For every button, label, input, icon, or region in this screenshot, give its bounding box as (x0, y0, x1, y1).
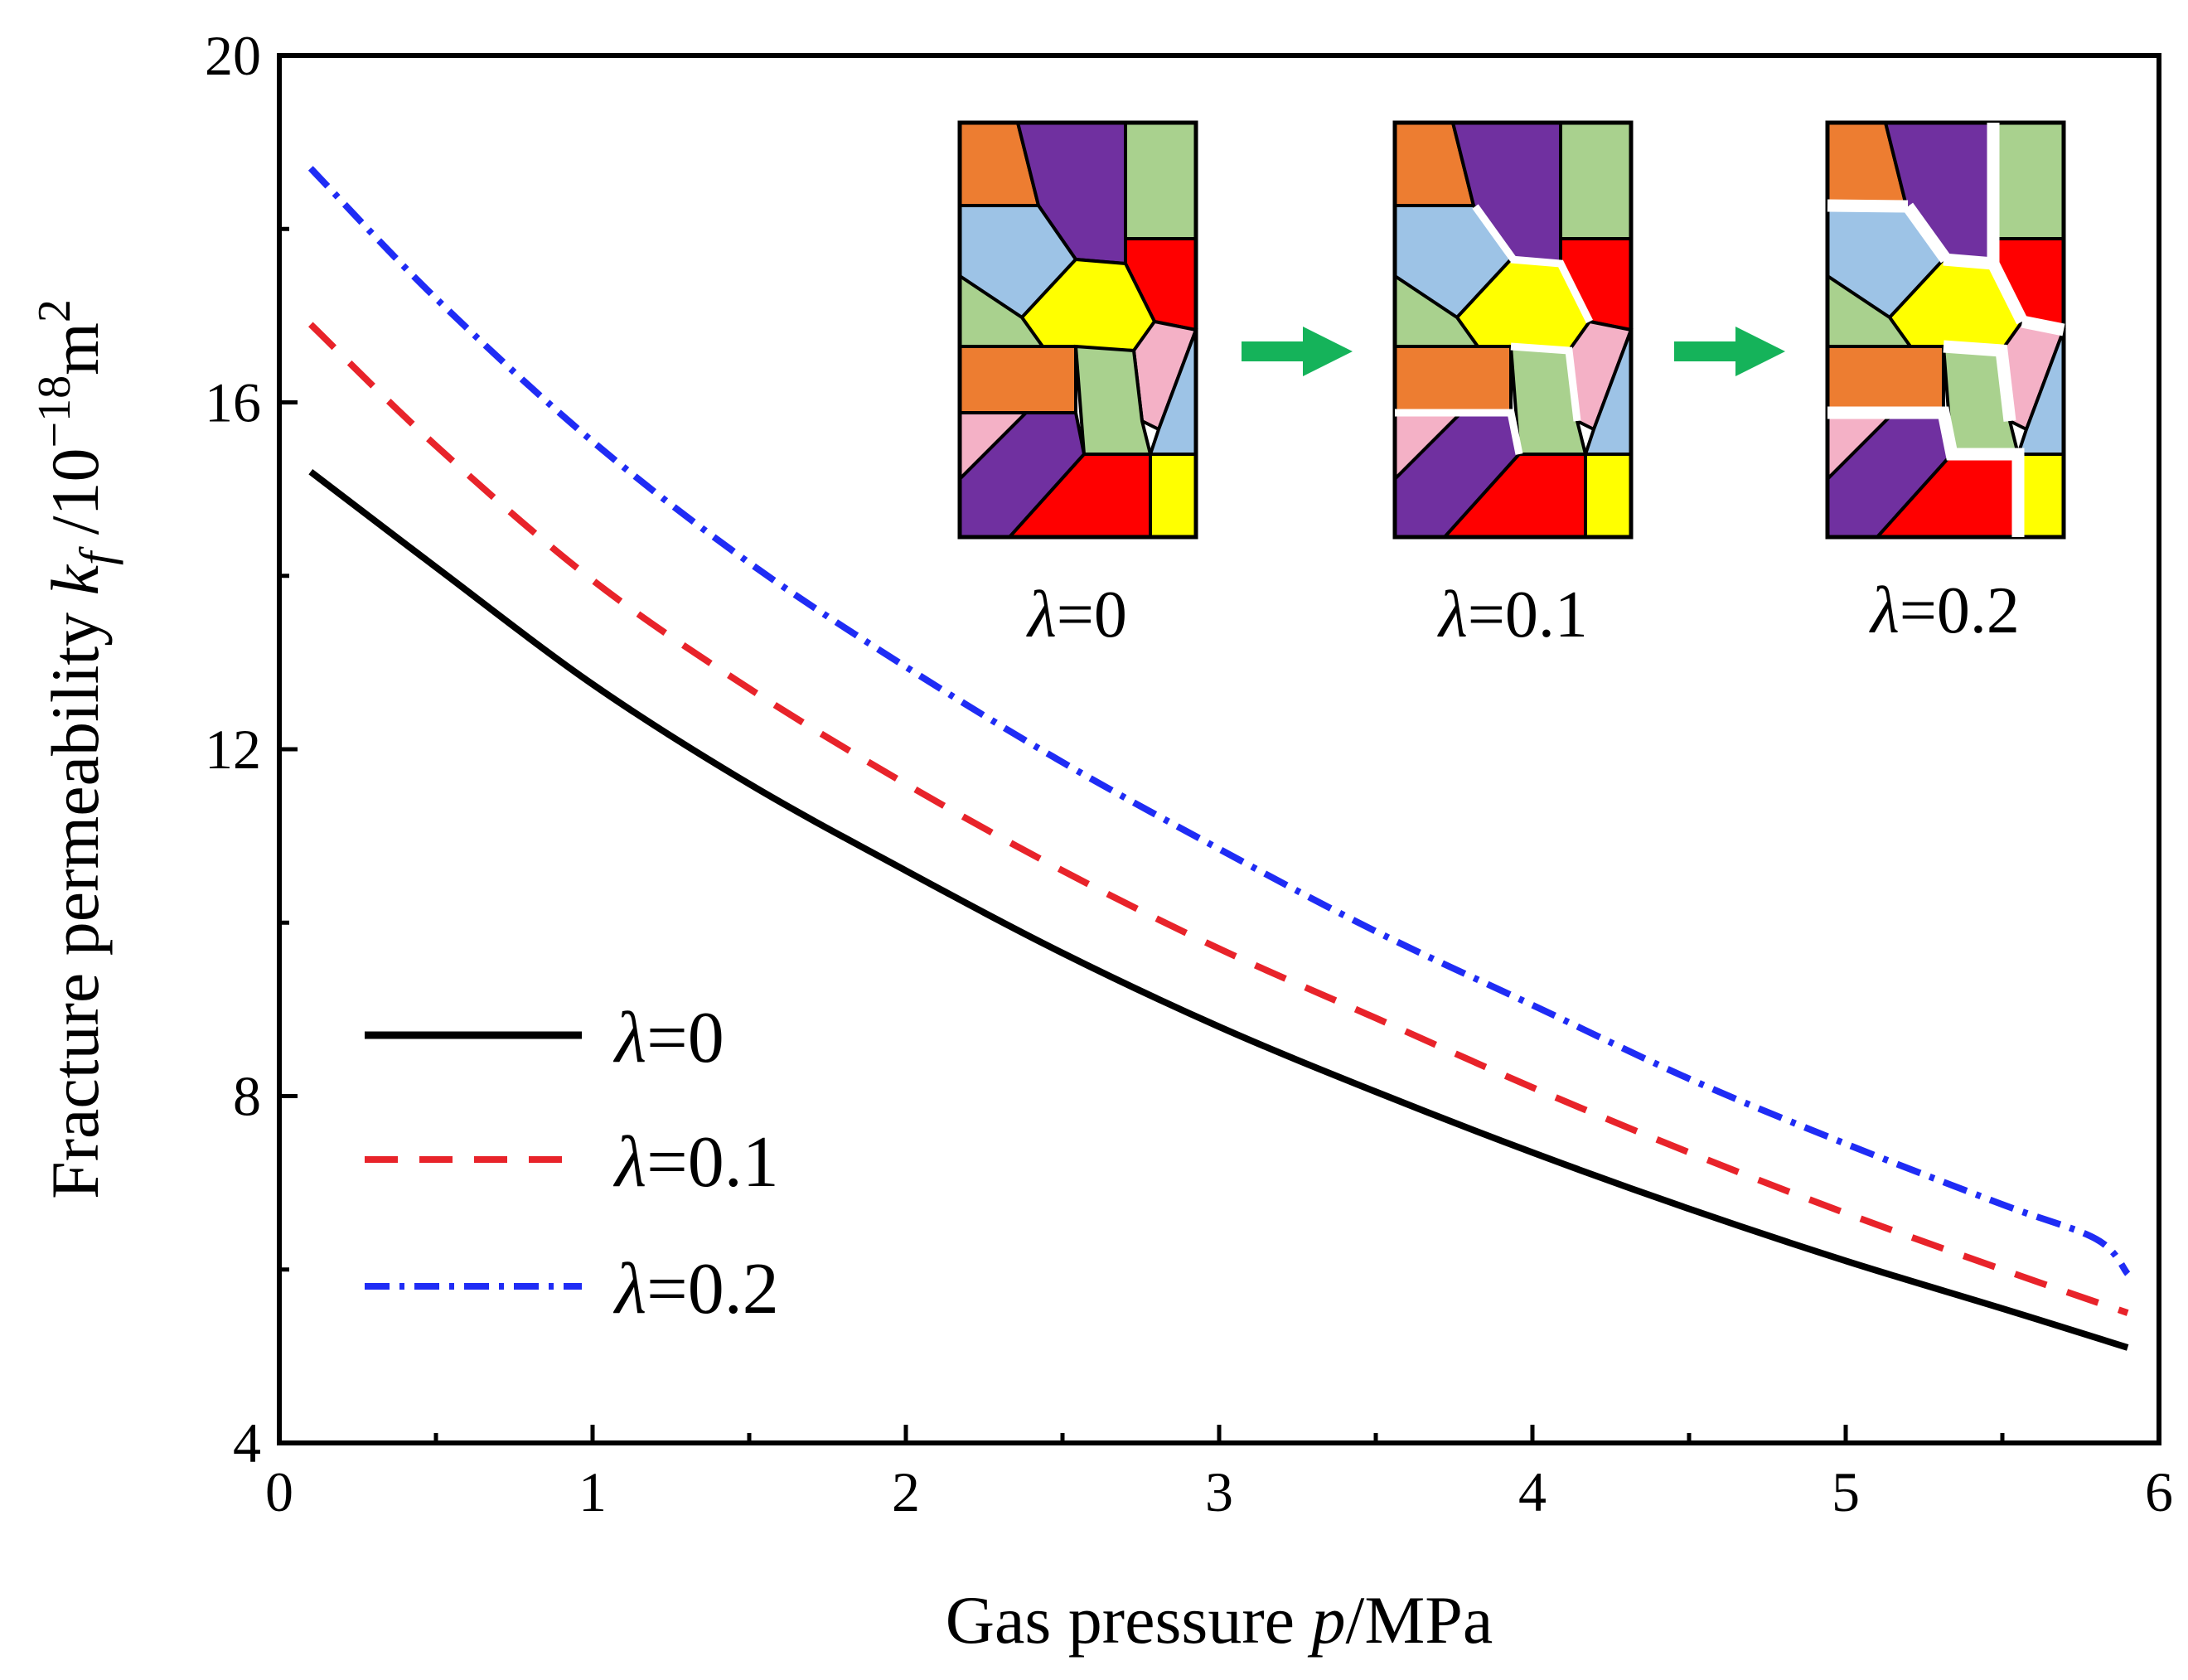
x-tick-label: 0 (265, 1460, 293, 1523)
inset-arrow-2 (1674, 327, 1785, 376)
inset-label-lambda0: λ=0 (1026, 579, 1127, 651)
legend-label-lambda0: λ=0 (612, 998, 724, 1078)
y-tick-label: 16 (205, 371, 261, 434)
series-layer (307, 166, 2131, 1351)
inset-label-lambda01: λ=0.1 (1437, 579, 1588, 651)
x-tick-label: 1 (578, 1460, 607, 1523)
inset-illustration: λ=0 λ=0.1 λ=0.2 (960, 123, 2064, 651)
y-tick-label: 12 (205, 718, 261, 781)
legend: λ=0 λ=0.1 λ=0.2 (365, 998, 779, 1329)
inset-label-lambda02: λ=0.2 (1869, 574, 2020, 647)
x-tick-label: 5 (1832, 1460, 1860, 1523)
legend-label-lambda02: λ=0.2 (612, 1249, 779, 1329)
x-tick-label: 4 (1518, 1460, 1547, 1523)
series-line-1 (308, 322, 2129, 1316)
x-tick-label: 6 (2145, 1460, 2173, 1523)
y-tick-label: 20 (205, 24, 261, 87)
inset-panel-lambda02 (1827, 123, 2064, 537)
inset-panel-lambda0 (960, 123, 1196, 537)
series-line-0 (308, 469, 2129, 1351)
y-tick-label: 4 (233, 1411, 261, 1474)
y-tick-label: 8 (233, 1065, 261, 1128)
series-line-2 (307, 166, 2131, 1276)
inset-arrow-1 (1242, 327, 1353, 376)
y-axis-title: Fracture permeability kf /10−18m2 (29, 299, 123, 1199)
x-tick-label: 2 (892, 1460, 920, 1523)
x-tick-label: 3 (1205, 1460, 1233, 1523)
inset-panel-lambda01 (1395, 123, 1631, 537)
legend-label-lambda01: λ=0.1 (612, 1122, 779, 1203)
x-axis-title: Gas pressure p/MPa (946, 1582, 1493, 1658)
